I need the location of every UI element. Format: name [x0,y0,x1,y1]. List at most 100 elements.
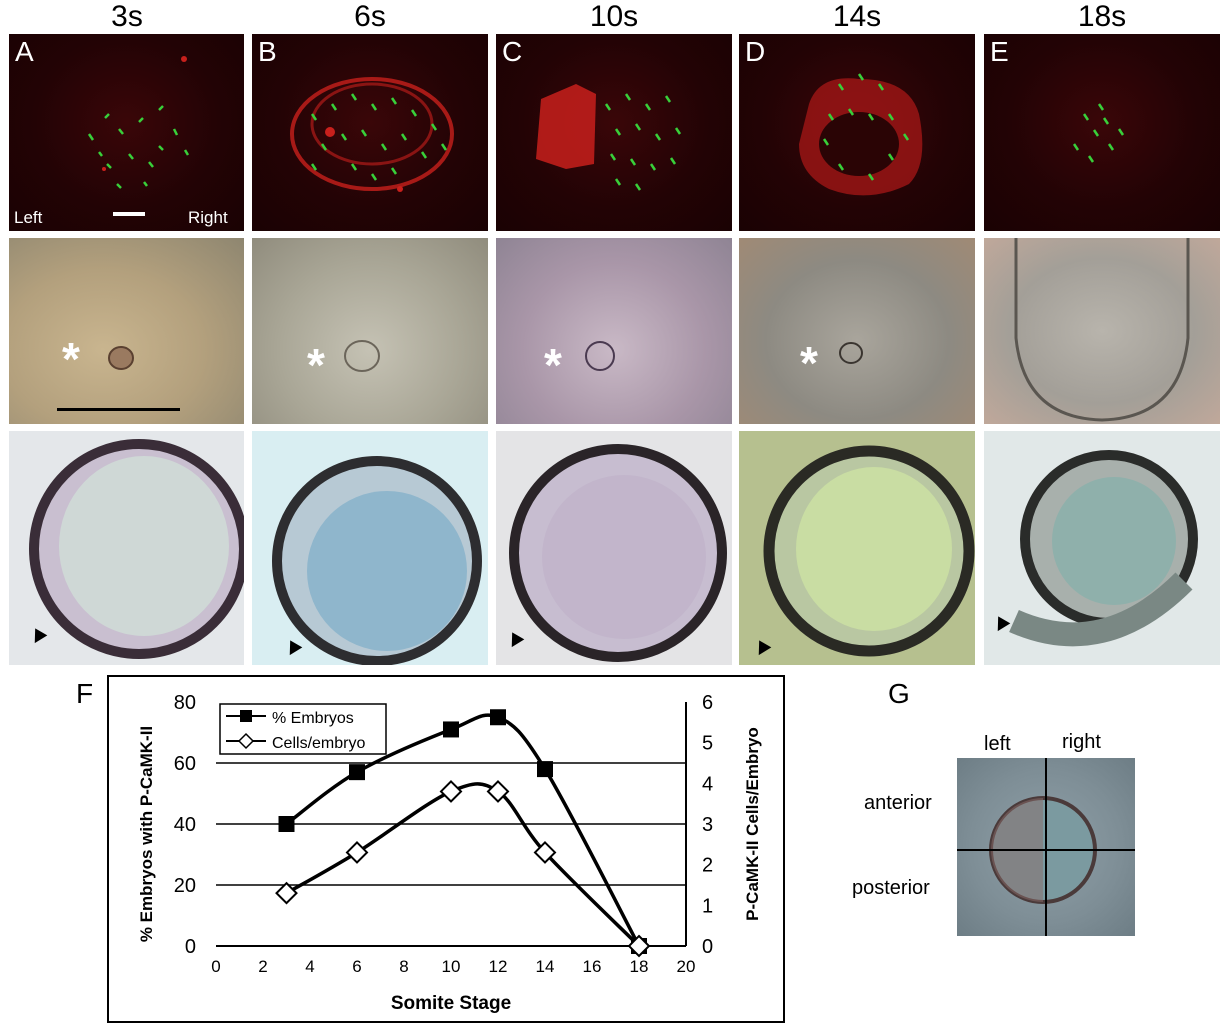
g-posterior-label: posterior [852,877,930,899]
legend-label-cells: Cells/embryo [272,735,365,752]
y2-tick-label: 1 [702,895,713,917]
panel-label-b: B [258,36,277,67]
x-tick-label: 6 [352,957,361,976]
fluorescence-panel-d: D [739,34,975,231]
embryo-image-c [509,444,727,662]
brightfield-closeup-c: * [496,238,732,424]
asterisk-marker-c: * [544,339,562,391]
y-tick-label: 80 [174,692,196,714]
panel-label-d: D [745,36,766,67]
kupffer-vesicle-a [57,346,180,411]
brightfield-closeup-d: * [739,238,975,424]
embryo-panel-c [496,431,732,665]
fluorescence-image-b [290,77,454,192]
kupffer-vesicle-d [839,342,863,364]
panel-label-e: E [990,36,1009,67]
x-tick-label: 8 [399,957,408,976]
x-axis-title: Somite Stage [391,993,511,1014]
embryos-marker [349,764,365,781]
legend-label-embryos: % Embryos [272,710,354,727]
legend-marker-cells [237,732,255,750]
g-right-label: right [1062,731,1101,753]
embryo-panel-e [984,431,1220,665]
brightfield-closeup-e [984,238,1220,424]
vesicle-quadrant-image [957,758,1135,936]
cells-marker [275,881,298,905]
legend-marker-embryos [240,710,252,722]
y-tick-label: 60 [174,753,196,775]
series-line-2 [285,782,641,948]
brightfield-closeup-b: * [252,238,488,424]
g-left-label: left [984,733,1011,755]
y-tick-label: 40 [174,814,196,836]
series-line-1 [285,713,641,947]
cells-marker [345,841,369,864]
x-tick-label: 14 [536,957,555,976]
y-axis-title: % Embryos with P-CaMK-II [137,726,156,942]
kupffer-vesicle-b [344,340,380,372]
embryo-image-e [1009,450,1198,647]
x-tick-label: 18 [630,957,649,976]
x-tick-label: 10 [442,957,461,976]
brightfield-closeup-a: * [9,238,244,424]
fluorescence-panel-c: C [496,34,732,231]
asterisk-marker-a: * [62,333,80,385]
tailbud-e [1014,238,1190,422]
embryo-image-b [272,456,482,665]
embryos-marker [278,816,295,832]
asterisk-marker-b: * [307,339,325,391]
y2-tick-label: 3 [702,814,713,836]
y2-tick-label: 0 [702,936,713,958]
fluorescence-image-e [1072,103,1125,163]
cells-marker [439,780,463,803]
embryos-marker [443,721,459,738]
y2-tick-label: 2 [702,855,713,877]
stage-header-18s: 18s [1077,0,1127,33]
left-orientation-label: Left [14,208,43,227]
y-tick-label: 0 [185,936,196,958]
panel-label-g: G [888,678,910,709]
x-tick-label: 20 [677,957,696,976]
fluorescence-image-d [799,73,923,196]
panel-label-f: F [76,678,94,709]
x-tick-label: 2 [258,957,267,976]
stage-header-10s: 10s [589,0,639,33]
x-tick-label: 16 [583,957,602,976]
fluorescence-panel-b: B [252,34,488,231]
fluorescence-panel-e: E [984,34,1220,231]
panel-label-c: C [502,36,523,67]
chart-frame [107,675,785,1023]
embryos-marker [631,938,647,954]
cells-marker [627,934,651,958]
x-tick-label: 12 [489,957,508,976]
y2-tick-label: 4 [702,773,713,795]
panel-label-a: A [15,36,34,67]
y2-tick-label: 5 [702,733,713,755]
asterisk-marker-d: * [800,337,818,389]
x-tick-label: 0 [211,957,220,976]
stage-header-6s: 6s [354,0,386,33]
fluorescence-panel-a: A Left Right [9,34,244,231]
kupffer-vesicle-c [585,341,615,371]
y2-axis-title: P-CaMK-II Cells/Embryo [743,727,762,921]
cells-marker [533,841,557,864]
embryo-panel-a [9,431,244,665]
embryo-image-d [763,445,975,657]
cells-marker [486,780,510,803]
embryo-panel-d [739,431,975,665]
embryo-panel-b [252,431,488,665]
embryo-image-a [29,439,244,659]
embryos-marker [537,761,553,778]
right-orientation-label: Right [188,208,228,227]
stage-header-3s: 3s [111,0,143,33]
y-tick-label: 20 [174,875,196,897]
y2-tick-label: 6 [702,692,713,714]
stage-header-14s: 14s [832,0,882,33]
vesicle-quadrant-drawing [957,758,1135,936]
x-tick-label: 4 [305,957,314,976]
g-anterior-label: anterior [864,792,932,814]
legend-box [219,703,387,755]
fluorescence-image-a [87,56,190,216]
embryos-marker [490,709,506,726]
fluorescence-image-c [536,84,682,191]
